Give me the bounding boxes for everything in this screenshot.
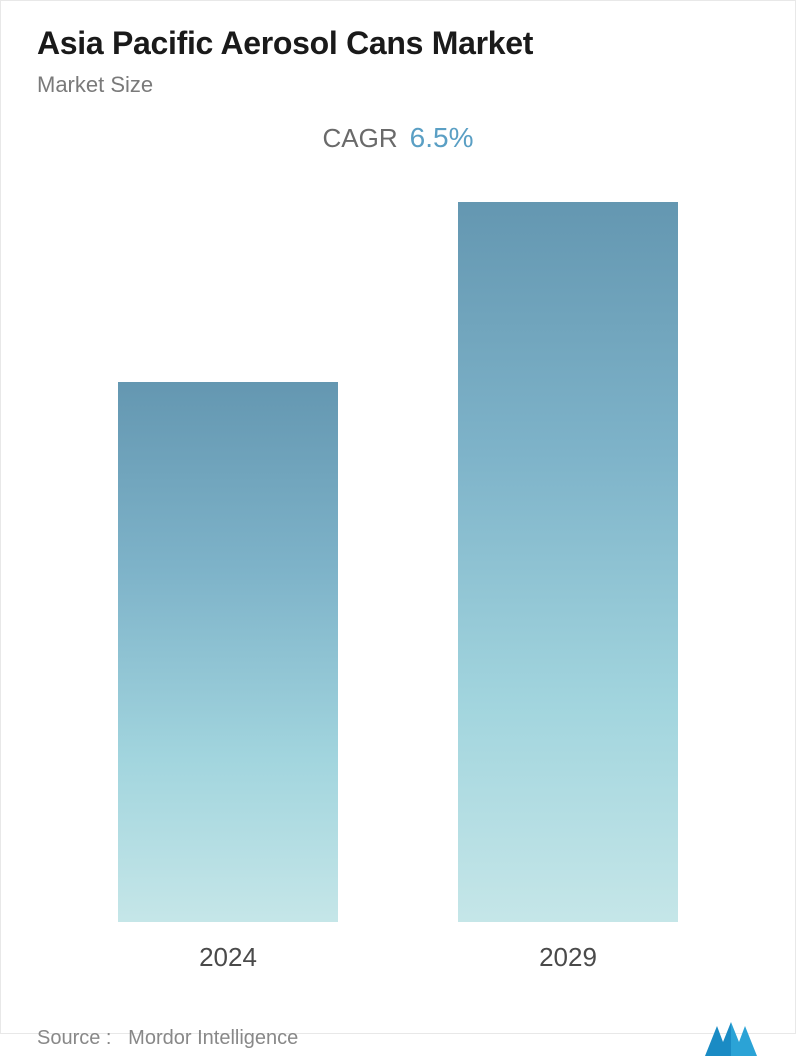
chart-subtitle: Market Size bbox=[37, 72, 759, 98]
source-name: Mordor Intelligence bbox=[128, 1027, 298, 1049]
cagr-row: CAGR 6.5% bbox=[37, 122, 759, 154]
bar-1 bbox=[458, 202, 678, 922]
bar-group-0: 2024 bbox=[118, 382, 338, 973]
cagr-label: CAGR bbox=[323, 123, 398, 154]
logo-icon bbox=[703, 1018, 759, 1058]
bar-chart-area: 2024 2029 bbox=[37, 202, 759, 993]
bar-label-1: 2029 bbox=[539, 942, 597, 973]
bar-label-0: 2024 bbox=[199, 942, 257, 973]
bar-0 bbox=[118, 382, 338, 922]
source-label: Source : bbox=[37, 1027, 111, 1049]
chart-footer: Source : Mordor Intelligence bbox=[37, 993, 759, 1058]
chart-title: Asia Pacific Aerosol Cans Market bbox=[37, 25, 759, 62]
source-text: Source : Mordor Intelligence bbox=[37, 1027, 298, 1050]
bar-group-1: 2029 bbox=[458, 202, 678, 973]
chart-container: Asia Pacific Aerosol Cans Market Market … bbox=[0, 0, 796, 1034]
cagr-value: 6.5% bbox=[410, 122, 474, 154]
